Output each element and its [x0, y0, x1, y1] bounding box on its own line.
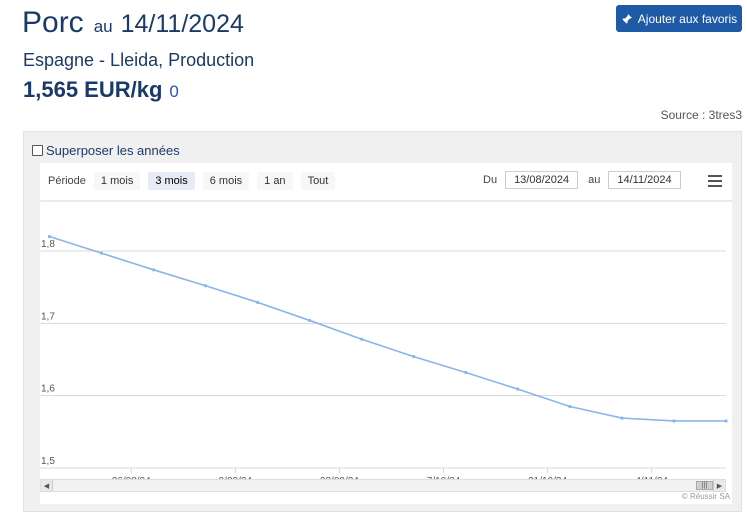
chart-panel: Superposer les années Période 1 mois 3 m… — [23, 131, 742, 512]
data-point[interactable] — [203, 284, 208, 288]
data-point[interactable] — [724, 419, 728, 423]
period-label: Période — [48, 175, 86, 187]
data-point[interactable] — [464, 370, 468, 375]
period-selector: Période 1 mois 3 mois 6 mois 1 an Tout — [48, 172, 343, 190]
superpose-label: Superposer les années — [46, 143, 180, 158]
price-chart: 1,8 1,7 1,6 1,5 26/08/24 9/09/24 23/09/24 7/10/… — [40, 200, 732, 479]
scroll-left-icon[interactable]: ◀ — [41, 480, 53, 491]
data-point[interactable] — [256, 300, 260, 304]
chart-area: Période 1 mois 3 mois 6 mois 1 an Tout D… — [40, 163, 732, 504]
page-title: Porc au 14/11/2024 — [22, 6, 244, 40]
data-point[interactable] — [99, 251, 104, 255]
period-1-year-button[interactable]: 1 an — [257, 172, 293, 190]
y-tick-label: 1,7 — [41, 311, 55, 322]
data-point[interactable] — [568, 404, 572, 409]
to-label: au — [588, 174, 601, 186]
product-name: Porc — [22, 6, 84, 39]
period-1-month-button[interactable]: 1 mois — [93, 172, 141, 190]
superpose-years[interactable]: Superposer les années — [32, 143, 180, 158]
x-tick-label: 21/10/24 — [528, 476, 567, 479]
data-point[interactable] — [308, 318, 312, 323]
date-prefix: au — [93, 17, 113, 36]
period-all-button[interactable]: Tout — [300, 172, 336, 190]
period-6-months-button[interactable]: 6 mois — [202, 172, 250, 190]
x-tick-label: 7/10/24 — [427, 476, 461, 479]
data-point[interactable] — [516, 387, 520, 391]
data-point[interactable] — [412, 355, 416, 359]
data-point[interactable] — [151, 268, 156, 272]
to-date-input[interactable]: 14/11/2024 — [608, 171, 681, 189]
data-point[interactable] — [360, 337, 364, 341]
market-subtitle: Espagne - Lleida, Production — [23, 50, 255, 70]
period-3-months-button[interactable]: 3 mois — [148, 172, 195, 190]
data-point[interactable] — [47, 234, 52, 239]
pin-icon — [621, 13, 632, 24]
add-favorite-label: Ajouter aux favoris — [637, 11, 738, 26]
scroll-thumb[interactable]: ||| — [696, 481, 713, 490]
scroll-right-icon[interactable]: ▶ — [713, 480, 725, 491]
chart-scrollbar[interactable]: ◀ ||| ▶ — [40, 479, 726, 492]
data-point[interactable] — [672, 419, 676, 423]
add-favorite-button[interactable]: Ajouter aux favoris — [616, 5, 742, 32]
y-tick-label: 1,6 — [41, 384, 55, 395]
from-date-input[interactable]: 13/08/2024 — [505, 171, 579, 189]
price-variation: 0 — [169, 82, 179, 101]
date-range: Du 13/08/2024 au 14/11/2024 — [483, 171, 691, 189]
source-text: Source : 3tres3 — [660, 108, 742, 122]
y-tick-label: 1,5 — [41, 456, 55, 467]
price-series-line — [49, 235, 726, 422]
price-row: 1,565 EUR/kg 0 — [23, 77, 179, 103]
chart-credits: © Réussir SA — [681, 492, 730, 501]
price-value: 1,565 EUR/kg — [23, 77, 163, 102]
chart-menu-icon[interactable] — [708, 175, 722, 187]
x-tick-label: 4/11/24 — [635, 476, 668, 479]
from-label: Du — [483, 174, 498, 186]
data-point[interactable] — [620, 416, 624, 420]
x-tick-label: 23/09/24 — [320, 476, 359, 479]
x-tick-label: 9/09/24 — [219, 476, 253, 479]
y-tick-label: 1,8 — [41, 239, 55, 250]
superpose-checkbox[interactable] — [32, 145, 43, 156]
price-date: 14/11/2024 — [120, 10, 244, 38]
x-tick-label: 26/08/24 — [112, 476, 151, 479]
